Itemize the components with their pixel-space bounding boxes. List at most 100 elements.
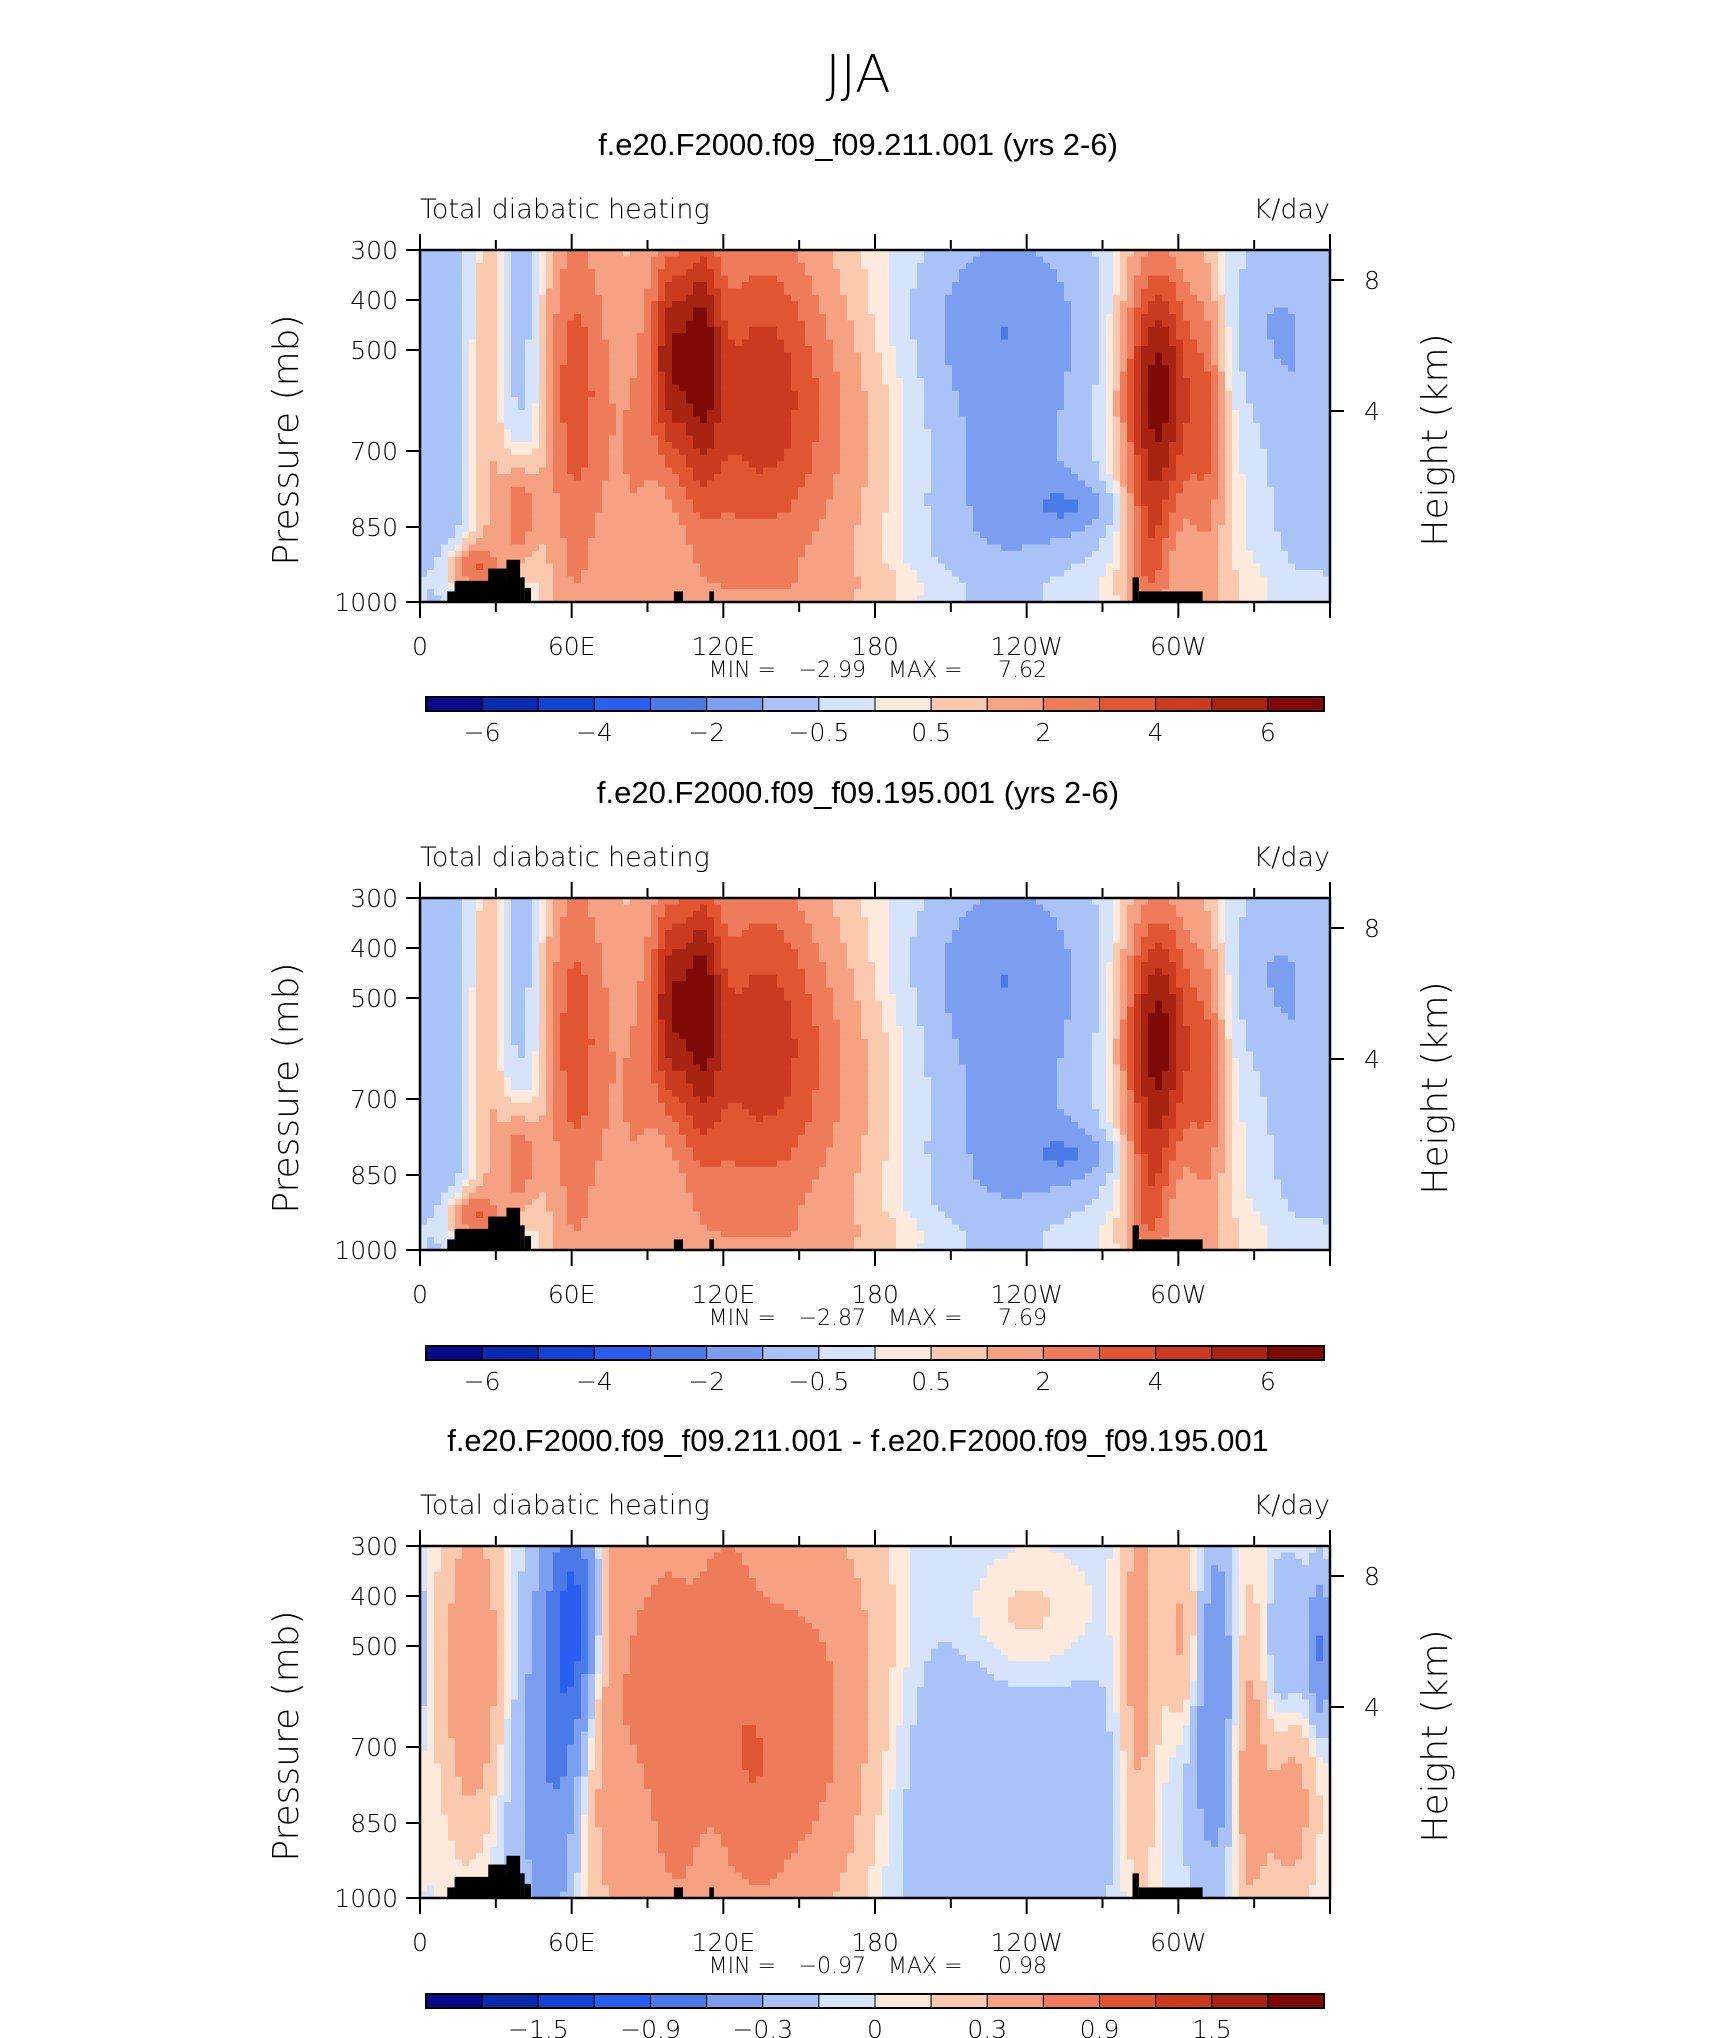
field-cell: [1029, 390, 1037, 398]
field-cell: [518, 352, 526, 360]
field-cell: [1302, 435, 1310, 443]
field-cell: [1134, 410, 1142, 418]
field-cell: [980, 269, 988, 277]
field-cell: [728, 454, 736, 462]
field-cell: [840, 346, 848, 354]
field-cell: [539, 410, 547, 418]
field-cell: [931, 365, 939, 373]
field-cell: [1295, 384, 1303, 392]
field-cell: [1323, 294, 1330, 302]
field-cell: [861, 320, 869, 328]
field-cell: [588, 493, 596, 501]
field-cell: [945, 403, 953, 411]
field-cell: [623, 429, 631, 437]
field-cell: [917, 378, 925, 386]
field-cell: [763, 442, 771, 450]
field-cell: [868, 358, 876, 366]
field-cell: [1106, 250, 1114, 258]
field-cell: [959, 429, 967, 437]
field-cell: [567, 358, 575, 366]
field-cell: [525, 422, 533, 430]
field-cell: [784, 307, 792, 315]
field-cell: [679, 307, 687, 315]
field-cell: [980, 378, 988, 386]
field-cell: [1043, 320, 1051, 328]
field-cell: [1043, 448, 1051, 456]
field-cell: [455, 294, 463, 302]
field-cell: [469, 358, 477, 366]
field-cell: [1253, 390, 1261, 398]
field-cell: [560, 269, 568, 277]
field-cell: [749, 422, 757, 430]
field-cell: [1323, 333, 1330, 341]
field-cell: [973, 454, 981, 462]
field-cell: [847, 442, 855, 450]
field-cell: [1239, 269, 1247, 277]
field-cell: [504, 365, 512, 373]
field-cell: [1134, 390, 1142, 398]
field-cell: [560, 250, 568, 258]
field-cell: [819, 390, 827, 398]
field-cell: [833, 307, 841, 315]
field-cell: [490, 403, 498, 411]
field-cell: [728, 474, 736, 482]
field-cell: [686, 474, 694, 482]
field-cell: [1211, 403, 1219, 411]
field-cell: [462, 390, 470, 398]
field-cell: [910, 480, 918, 488]
field-cell: [714, 378, 722, 386]
field-cell: [581, 314, 589, 322]
field-cell: [931, 288, 939, 296]
field-cell: [924, 365, 932, 373]
field-cell: [609, 416, 617, 424]
field-cell: [693, 365, 701, 373]
field-cell: [553, 480, 561, 488]
field-cell: [1008, 294, 1016, 302]
field-cell: [1183, 448, 1191, 456]
field-cell: [1036, 403, 1044, 411]
field-cell: [1176, 390, 1184, 398]
field-cell: [805, 442, 813, 450]
field-cell: [1029, 288, 1037, 296]
field-cell: [1232, 326, 1240, 334]
field-cell: [595, 454, 603, 462]
field-cell: [847, 326, 855, 334]
field-cell: [1092, 275, 1100, 283]
field-cell: [959, 467, 967, 475]
field-cell: [1092, 314, 1100, 322]
field-cell: [973, 486, 981, 494]
field-cell: [1001, 282, 1009, 290]
field-cell: [791, 416, 799, 424]
field-cell: [931, 454, 939, 462]
field-cell: [490, 301, 498, 309]
field-cell: [1274, 294, 1282, 302]
field-cell: [595, 442, 603, 450]
field-cell: [1113, 301, 1121, 309]
field-cell: [637, 422, 645, 430]
field-cell: [532, 346, 540, 354]
field-cell: [973, 429, 981, 437]
field-cell: [1029, 269, 1037, 277]
field-cell: [637, 467, 645, 475]
field-cell: [1008, 448, 1016, 456]
field-cell: [1267, 454, 1275, 462]
field-cell: [882, 416, 890, 424]
field-cell: [490, 397, 498, 405]
field-cell: [602, 435, 610, 443]
field-cell: [469, 288, 477, 296]
field-cell: [749, 448, 757, 456]
field-cell: [1190, 384, 1198, 392]
field-cell: [546, 288, 554, 296]
field-cell: [735, 493, 743, 501]
field-cell: [637, 397, 645, 405]
field-cell: [658, 397, 666, 405]
field-cell: [448, 262, 456, 270]
field-cell: [1057, 294, 1065, 302]
field-cell: [532, 474, 540, 482]
field-cell: [420, 397, 428, 405]
field-cell: [840, 442, 848, 450]
field-cell: [847, 339, 855, 347]
field-cell: [434, 282, 442, 290]
field-cell: [644, 429, 652, 437]
field-cell: [553, 467, 561, 475]
